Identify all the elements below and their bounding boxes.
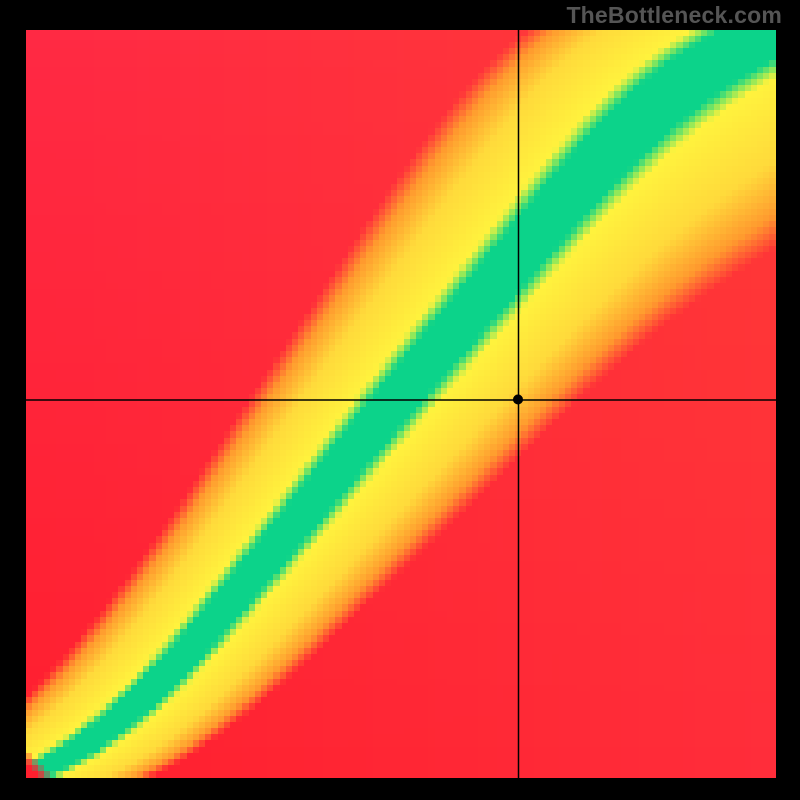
heatmap-plot xyxy=(26,30,776,778)
watermark-text: TheBottleneck.com xyxy=(566,2,782,29)
heatmap-canvas xyxy=(26,30,776,778)
chart-root: TheBottleneck.com xyxy=(0,0,800,800)
